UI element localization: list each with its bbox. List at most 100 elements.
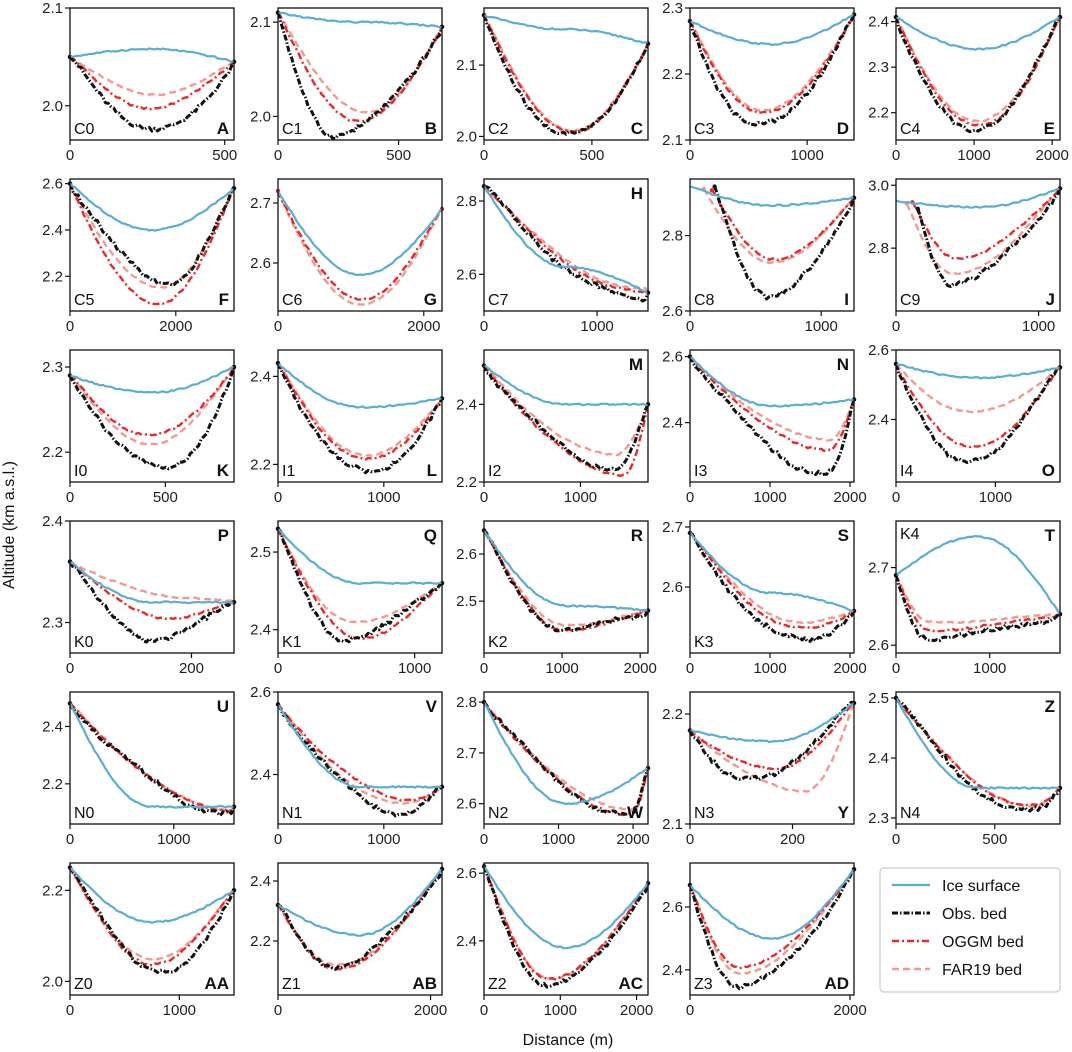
x-tick-label: 1000 [544,1002,577,1019]
glacier-label: C9 [900,292,921,309]
panel-frame [277,691,443,825]
series-surf-line [896,362,1060,380]
panel-letter: H [631,184,643,203]
x-tick-label: 500 [153,489,178,506]
series-obs-line [70,366,234,471]
y-tick-label: 2.6 [456,266,477,283]
series-obs-line [278,527,442,644]
panel-letter: AB [412,974,437,993]
panel-letter: I [844,290,849,309]
glacier-label: N2 [488,805,509,822]
x-tick-label: 0 [66,1002,74,1019]
panel-letter: D [837,119,849,138]
panel-B: 0 500 2.0 2.1 C1 B [250,7,445,164]
panel-letter: W [627,803,644,822]
panel-frame [69,178,235,312]
panel-frame [689,520,855,654]
glacier-label: C2 [488,121,509,138]
panel-frame [277,7,443,141]
series-oggm-line [70,366,234,437]
y-tick-label: 2.6 [662,303,683,320]
glacier-label: Z0 [74,976,93,993]
series-surf-line [896,534,1060,616]
series-obs-line [896,697,1060,813]
series-oggm-line [896,16,1060,127]
panel-letter: S [838,526,849,545]
series-obs-line [690,13,854,127]
y-tick-label: 2.4 [662,415,683,432]
x-tick-label: 2000 [414,1002,447,1019]
glacier-label: I2 [488,463,501,480]
x-tick-label: 1000 [805,318,838,335]
series-oggm-line [70,702,234,813]
x-tick-label: 0 [480,660,488,677]
panel-letter: AD [824,974,849,993]
panel-O: 0 1000 2.4 2.6 I4 O [868,342,1063,506]
panel-F: 0 2000 2.2 2.4 2.6 C5 F [42,176,237,335]
series-far-line [278,362,442,458]
panel-letter: U [217,697,229,716]
x-tick-label: 2000 [833,489,866,506]
series-surf-line [70,560,234,605]
series-far-line [690,14,854,112]
panel-AC: 0 1000 2000 2.4 2.6 Z2 AC [456,862,653,1019]
series-far-line [690,702,854,793]
y-tick-label: 2.4 [868,14,889,31]
panel-frame [483,7,649,141]
glacier-label: I3 [694,463,707,480]
y-tick-label: 2.2 [868,105,889,122]
panel-letter: A [217,119,229,138]
series-oggm-line [70,867,234,967]
x-tick-label: 1000 [790,147,823,164]
panel-G: 0 2000 2.6 2.7 C6 G [250,178,445,335]
legend-label: Ice surface [942,878,1020,895]
x-tick-label: 0 [892,147,900,164]
panel-frame [69,349,235,483]
series-surf-line [484,185,648,295]
x-tick-label: 1000 [545,660,578,677]
panel-L: 0 1000 2.2 2.4 I1 L [250,349,445,506]
y-tick-label: 2.2 [456,474,477,491]
y-tick-label: 2.2 [662,66,683,83]
series-oggm-line [70,55,234,111]
panel-frame [483,349,649,483]
panel-H: 0 1000 2.6 2.8 C7 H [456,178,651,335]
panel-frame [895,7,1061,141]
y-tick-label: 2.4 [662,962,683,979]
series-surf-line [278,528,442,585]
series-oggm-line [70,560,234,620]
panel-Z: 0 500 2.3 2.4 2.5 N4 Z [868,690,1063,848]
x-tick-label: 200 [179,660,204,677]
y-tick-label: 2.6 [456,865,477,882]
x-tick-label: 0 [686,318,694,335]
x-tick-label: 1000 [580,318,613,335]
series-surf-line [690,531,854,613]
series-obs-line [484,14,648,136]
series-obs-line [70,183,234,287]
panel-V: 0 1000 2.4 2.6 N1 V [250,684,445,848]
panel-frame [689,349,855,483]
series-oggm-line [278,703,442,803]
panel-M: 0 1000 2.2 2.4 I2 M [456,349,651,506]
glacier-label: K3 [694,634,714,651]
y-tick-label: 2.0 [42,98,63,115]
glacier-label: I4 [900,463,913,480]
x-tick-label: 200 [780,831,805,848]
series-obs-line [484,184,648,303]
y-tick-label: 2.4 [250,622,271,639]
x-tick-label: 0 [686,831,694,848]
x-tick-label: 0 [480,1002,488,1019]
glacier-label: C8 [694,292,715,309]
x-tick-label: 2000 [407,318,440,335]
panel-letter: AC [618,974,643,993]
panel-frame [895,520,1061,654]
glacier-label: C4 [900,121,921,138]
y-tick-label: 2.1 [662,132,683,149]
x-tick-label: 2000 [159,318,192,335]
panel-letter: V [426,697,438,716]
panel-letter: R [631,526,643,545]
x-tick-label: 2000 [833,1002,866,1019]
glacier-label: K1 [282,634,302,651]
y-tick-label: 2.8 [456,193,477,210]
